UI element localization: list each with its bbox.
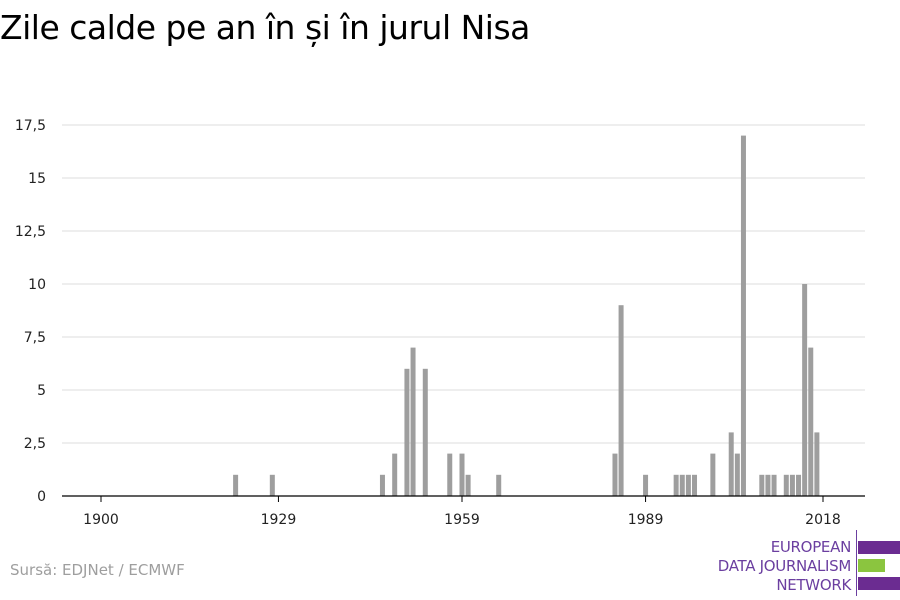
bar bbox=[765, 474, 771, 496]
bar-chart: 0 2,5 5 7,5 10 12,5 15 17,5 1900 1929 1959 1989 201… bbox=[15, 118, 865, 528]
bar bbox=[379, 474, 385, 496]
bar bbox=[618, 305, 624, 496]
bar bbox=[789, 474, 795, 496]
logo-bar-middle bbox=[858, 559, 885, 572]
logo-divider bbox=[856, 530, 857, 596]
bar bbox=[392, 453, 398, 496]
bar bbox=[404, 368, 410, 496]
bar bbox=[783, 474, 789, 496]
bar bbox=[710, 453, 716, 496]
bar bbox=[447, 453, 453, 496]
bar bbox=[728, 432, 734, 496]
bar bbox=[459, 453, 465, 496]
source-note: Sursă: EDJNet / ECMWF bbox=[10, 561, 185, 579]
bar bbox=[740, 135, 746, 496]
bar bbox=[759, 474, 765, 496]
logo-bar-bottom bbox=[858, 577, 900, 590]
bar bbox=[673, 474, 679, 496]
bar bbox=[796, 474, 802, 496]
bar bbox=[410, 347, 416, 496]
bar bbox=[496, 474, 502, 496]
logo-line-2: DATA JOURNALISM bbox=[717, 557, 852, 575]
bar bbox=[771, 474, 777, 496]
x-tick-label: 2018 bbox=[805, 512, 841, 528]
bar-series bbox=[233, 135, 820, 496]
bar bbox=[802, 284, 808, 496]
x-tick-label: 1989 bbox=[628, 512, 664, 528]
edjnet-logo[interactable]: EUROPEAN DATA JOURNALISM NETWORK bbox=[700, 530, 900, 600]
x-axis: 1900 1929 1959 1989 2018 bbox=[83, 496, 841, 528]
y-tick-label: 10 bbox=[28, 277, 46, 293]
bar bbox=[685, 474, 691, 496]
x-tick-label: 1900 bbox=[83, 512, 119, 528]
y-tick-label: 2,5 bbox=[24, 436, 46, 452]
y-tick-label: 15 bbox=[28, 171, 46, 187]
bar bbox=[643, 474, 649, 496]
y-tick-label: 7,5 bbox=[24, 330, 46, 346]
grid-lines bbox=[62, 124, 865, 444]
x-tick-label: 1929 bbox=[261, 512, 297, 528]
bar bbox=[808, 347, 814, 496]
bar bbox=[269, 474, 275, 496]
y-tick-label: 12,5 bbox=[15, 224, 46, 240]
bar bbox=[422, 368, 428, 496]
y-tick-label: 17,5 bbox=[15, 118, 46, 134]
bar bbox=[233, 474, 239, 496]
bar bbox=[465, 474, 471, 496]
y-axis: 0 2,5 5 7,5 10 12,5 15 17,5 bbox=[15, 118, 46, 505]
bar bbox=[734, 453, 740, 496]
x-tick-label: 1959 bbox=[444, 512, 480, 528]
logo-line-3: NETWORK bbox=[776, 576, 851, 594]
logo-line-1: EUROPEAN bbox=[770, 538, 852, 556]
logo-bar-top bbox=[858, 541, 900, 554]
bar bbox=[612, 453, 618, 496]
y-tick-label: 5 bbox=[37, 383, 46, 399]
bar bbox=[679, 474, 685, 496]
bar bbox=[814, 432, 820, 496]
chart-title: Zile calde pe an în și în jurul Nisa bbox=[0, 8, 530, 47]
bar bbox=[692, 474, 698, 496]
y-tick-label: 0 bbox=[37, 489, 46, 505]
